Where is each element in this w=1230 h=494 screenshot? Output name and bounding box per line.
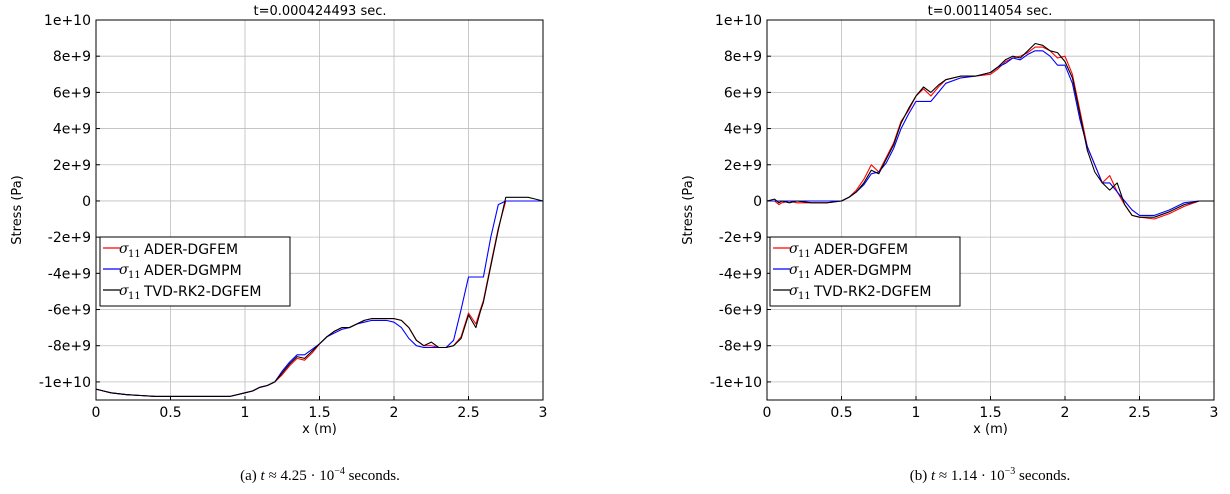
y-axis-label: Stress (Pa) [681, 175, 696, 244]
legend-subscript: 11 [128, 249, 141, 260]
y-tick-label: 8e+9 [724, 49, 762, 65]
y-tick-label: -8e+9 [48, 339, 91, 355]
x-tick-label: 2.5 [457, 405, 479, 421]
y-tick-label: 4e+9 [53, 122, 91, 138]
legend-symbol: σ [789, 283, 799, 299]
caption-suffix: seconds. [1015, 468, 1070, 484]
y-tick-label: 1e+10 [44, 13, 91, 29]
legend-label: ADER-DGFEM [144, 242, 238, 258]
y-tick-label: 0 [82, 194, 91, 210]
y-tick-label: 2e+9 [724, 158, 762, 174]
x-tick-label: 0.5 [830, 405, 852, 421]
caption-exp: −4 [334, 466, 345, 477]
x-tick-label: 3 [1210, 405, 1219, 421]
caption: (a) t ≈ 4.25 · 10−4 seconds. [240, 466, 400, 484]
x-tick-label: 0 [92, 405, 101, 421]
y-tick-label: -4e+9 [719, 266, 762, 282]
x-axis-label: x (m) [302, 422, 337, 437]
legend-label: ADER-DGMPM [144, 263, 242, 279]
legend-label: ADER-DGFEM [814, 242, 908, 258]
legend-subscript: 11 [128, 291, 141, 302]
legend-symbol: σ [119, 241, 129, 257]
caption-prefix: (a) [240, 468, 260, 484]
y-tick-label: -1e+10 [39, 375, 91, 391]
x-tick-label: 0 [763, 405, 772, 421]
y-tick-label: -4e+9 [48, 266, 91, 282]
x-axis-label: x (m) [973, 422, 1008, 437]
y-tick-label: 2e+9 [53, 158, 91, 174]
x-tick-label: 1.5 [979, 405, 1001, 421]
caption-suffix: seconds. [345, 468, 400, 484]
caption-exp: −3 [1005, 466, 1016, 477]
y-tick-label: 8e+9 [53, 49, 91, 65]
panel-a: 0 0.5 1 1.5 2 2.5 3 1e+10 8e+9 6e+9 4e+9 2e+9 0 -2e+9… [10, 4, 547, 484]
caption-var: t [931, 468, 936, 484]
y-tick-label: -2e+9 [48, 230, 91, 246]
caption: (b) t ≈ 1.14 · 10−3 seconds. [910, 466, 1071, 484]
y-tick-label: 1e+10 [715, 13, 762, 29]
x-tick-label: 1 [241, 405, 250, 421]
x-tick-label: 2 [1061, 405, 1070, 421]
x-tick-label: 1.5 [308, 405, 330, 421]
y-tick-label: -1e+10 [710, 375, 762, 391]
legend-box [99, 236, 291, 307]
x-tick-label: 0.5 [159, 405, 181, 421]
legend-label: TVD-RK2-DGFEM [813, 284, 931, 300]
legend-symbol: σ [789, 262, 799, 278]
y-tick-label: 0 [753, 194, 762, 210]
chart-title: t=0.00114054 sec. [928, 4, 1053, 19]
caption-rel: ≈ 4.25 · 10 [265, 468, 334, 484]
x-tick-label: 2 [390, 405, 399, 421]
legend-symbol: σ [119, 283, 129, 299]
legend-symbol: σ [789, 241, 799, 257]
y-tick-label: 4e+9 [724, 122, 762, 138]
legend-label: TVD-RK2-DGFEM [143, 284, 261, 300]
legend-symbol: σ [119, 262, 129, 278]
y-tick-label: 6e+9 [53, 85, 91, 101]
x-tick-label: 2.5 [1128, 405, 1150, 421]
series-line-tvd-rk2-dgfem [766, 42, 1214, 218]
y-tick-label: 6e+9 [724, 85, 762, 101]
caption-rel: ≈ 1.14 · 10 [935, 468, 1004, 484]
legend-box [769, 236, 961, 307]
x-tick-label: 3 [539, 405, 548, 421]
chart-title: t=0.000424493 sec. [253, 4, 386, 19]
legend-label: ADER-DGMPM [814, 263, 912, 279]
y-tick-label: -8e+9 [719, 339, 762, 355]
caption-prefix: (b) [910, 468, 931, 484]
x-tick-label: 1 [912, 405, 921, 421]
legend-subscript: 11 [798, 270, 811, 281]
legend-subscript: 11 [128, 270, 141, 281]
caption-var: t [261, 468, 266, 484]
y-axis-label: Stress (Pa) [10, 175, 25, 244]
panel-b: 0 0.5 1 1.5 2 2.5 3 1e+10 8e+9 6e+9 4e+9 2e+9 0 -2e+9… [681, 4, 1218, 484]
series-line-tvd-rk2-dgfem [95, 196, 544, 397]
legend-subscript: 11 [798, 249, 811, 260]
y-tick-label: -6e+9 [48, 303, 91, 319]
y-tick-label: -6e+9 [719, 303, 762, 319]
legend-subscript: 11 [798, 291, 811, 302]
y-tick-label: -2e+9 [719, 230, 762, 246]
